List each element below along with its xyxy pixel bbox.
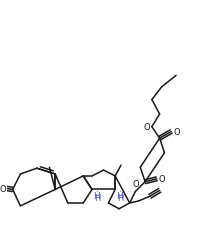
Text: O: O: [131, 180, 138, 189]
Text: O: O: [143, 123, 149, 131]
Text: Ḣ: Ḣ: [94, 194, 100, 202]
Text: Ḣ: Ḣ: [92, 191, 99, 201]
Text: O: O: [158, 175, 164, 183]
Text: O: O: [0, 184, 6, 193]
Text: Ḣ: Ḣ: [117, 194, 123, 202]
Text: O: O: [172, 127, 179, 136]
Text: Ḣ: Ḣ: [116, 191, 122, 201]
